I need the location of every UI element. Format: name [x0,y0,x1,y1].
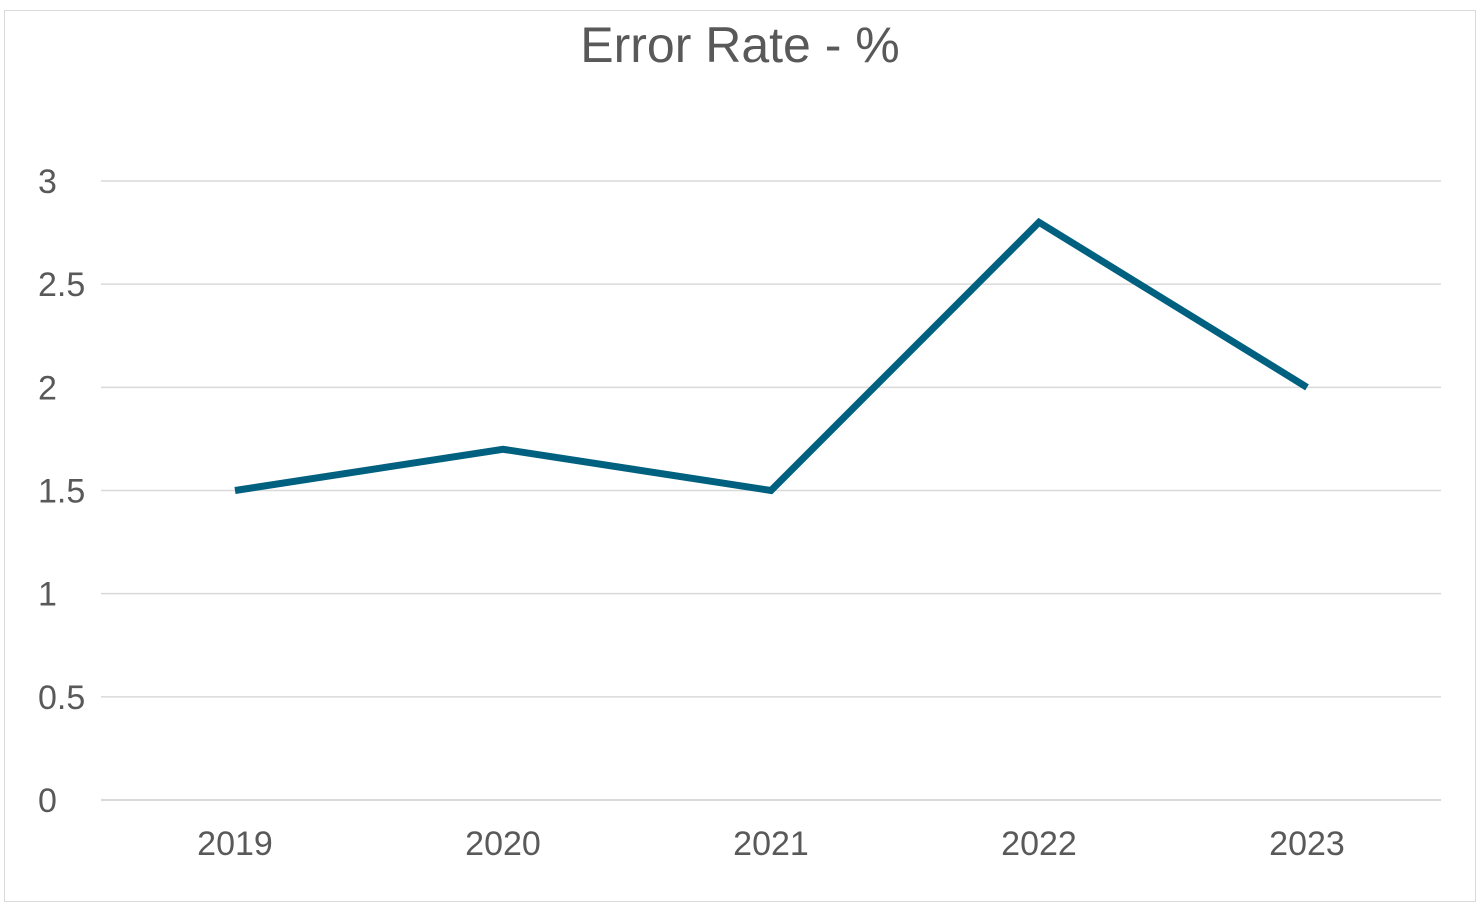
series-line [234,217,1309,495]
x-tick-label: 2021 [733,825,809,863]
chart-frame [4,10,1476,902]
x-tick-label: 2020 [465,825,541,863]
y-tick-label: 3 [38,163,57,201]
x-tick-label: 2023 [1269,825,1345,863]
x-tick-label: 2019 [197,825,273,863]
y-tick-label: 2 [38,369,57,407]
x-tick-label: 2022 [1001,825,1077,863]
y-tick-label: 0.5 [38,679,85,717]
y-tick-label: 2.5 [38,266,85,304]
y-tick-label: 0 [38,782,57,820]
y-axis-tick-labels: 0 0.5 1 1.5 2 2.5 3 [38,163,85,820]
y-tick-label: 1.5 [38,473,85,511]
x-axis-tick-labels: 2019 2020 2021 2022 2023 [197,825,1345,863]
chart-title: Error Rate - % [580,17,900,73]
y-tick-label: 1 [38,576,57,614]
series-group [234,217,1309,495]
gridlines [101,180,1441,801]
